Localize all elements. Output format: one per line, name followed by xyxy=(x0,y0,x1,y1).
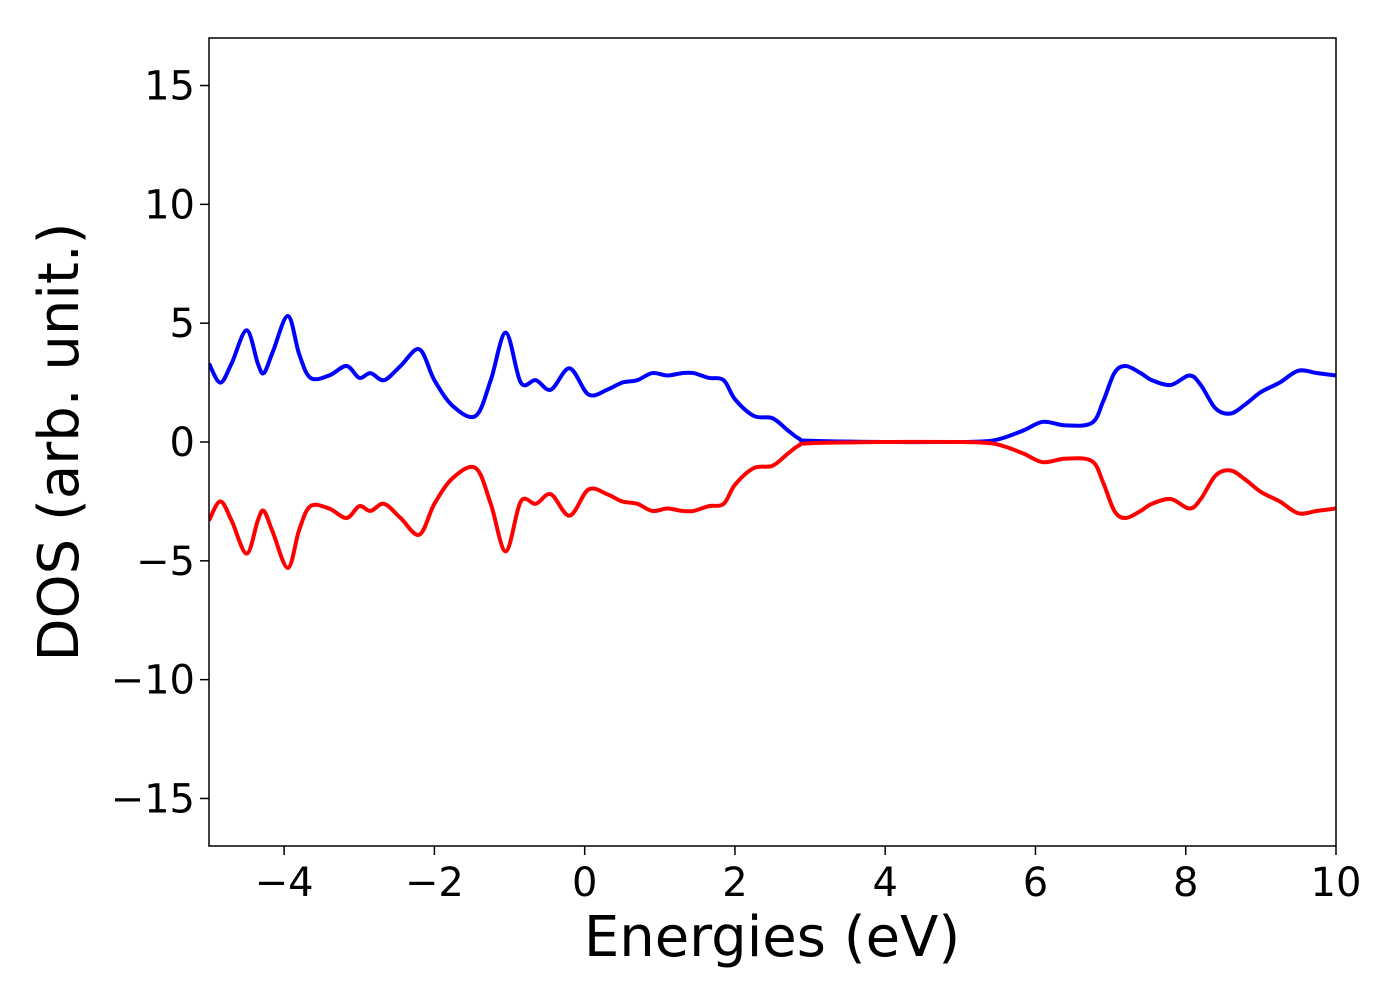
y-axis: 15 10 5 0 −5 −10 −15 xyxy=(111,64,209,822)
series-layer xyxy=(209,314,1336,570)
x-tick-label: 4 xyxy=(872,860,897,906)
y-tick-label: 0 xyxy=(170,420,195,466)
x-tick-label: 8 xyxy=(1173,860,1198,906)
x-axis: −4 −2 0 2 4 6 8 10 xyxy=(255,846,1362,906)
x-tick-label: −2 xyxy=(405,860,464,906)
y-tick-label: 15 xyxy=(144,64,195,110)
x-tick-label: 2 xyxy=(722,860,747,906)
dos-series-line-down xyxy=(209,439,1336,570)
y-axis-title: DOS (arb. unit.) xyxy=(27,222,92,661)
dos-series-line-up xyxy=(209,314,1336,445)
y-tick-label: −15 xyxy=(111,776,195,822)
x-tick-label: 10 xyxy=(1311,860,1362,906)
y-tick-label: 5 xyxy=(170,301,195,347)
x-axis-title: Energies (eV) xyxy=(584,905,960,970)
y-tick-label: 10 xyxy=(144,182,195,228)
x-tick-label: 6 xyxy=(1023,860,1048,906)
x-tick-label: 0 xyxy=(572,860,597,906)
y-tick-label: −10 xyxy=(111,658,195,704)
x-tick-label: −4 xyxy=(255,860,314,906)
y-tick-label: −5 xyxy=(136,539,195,585)
